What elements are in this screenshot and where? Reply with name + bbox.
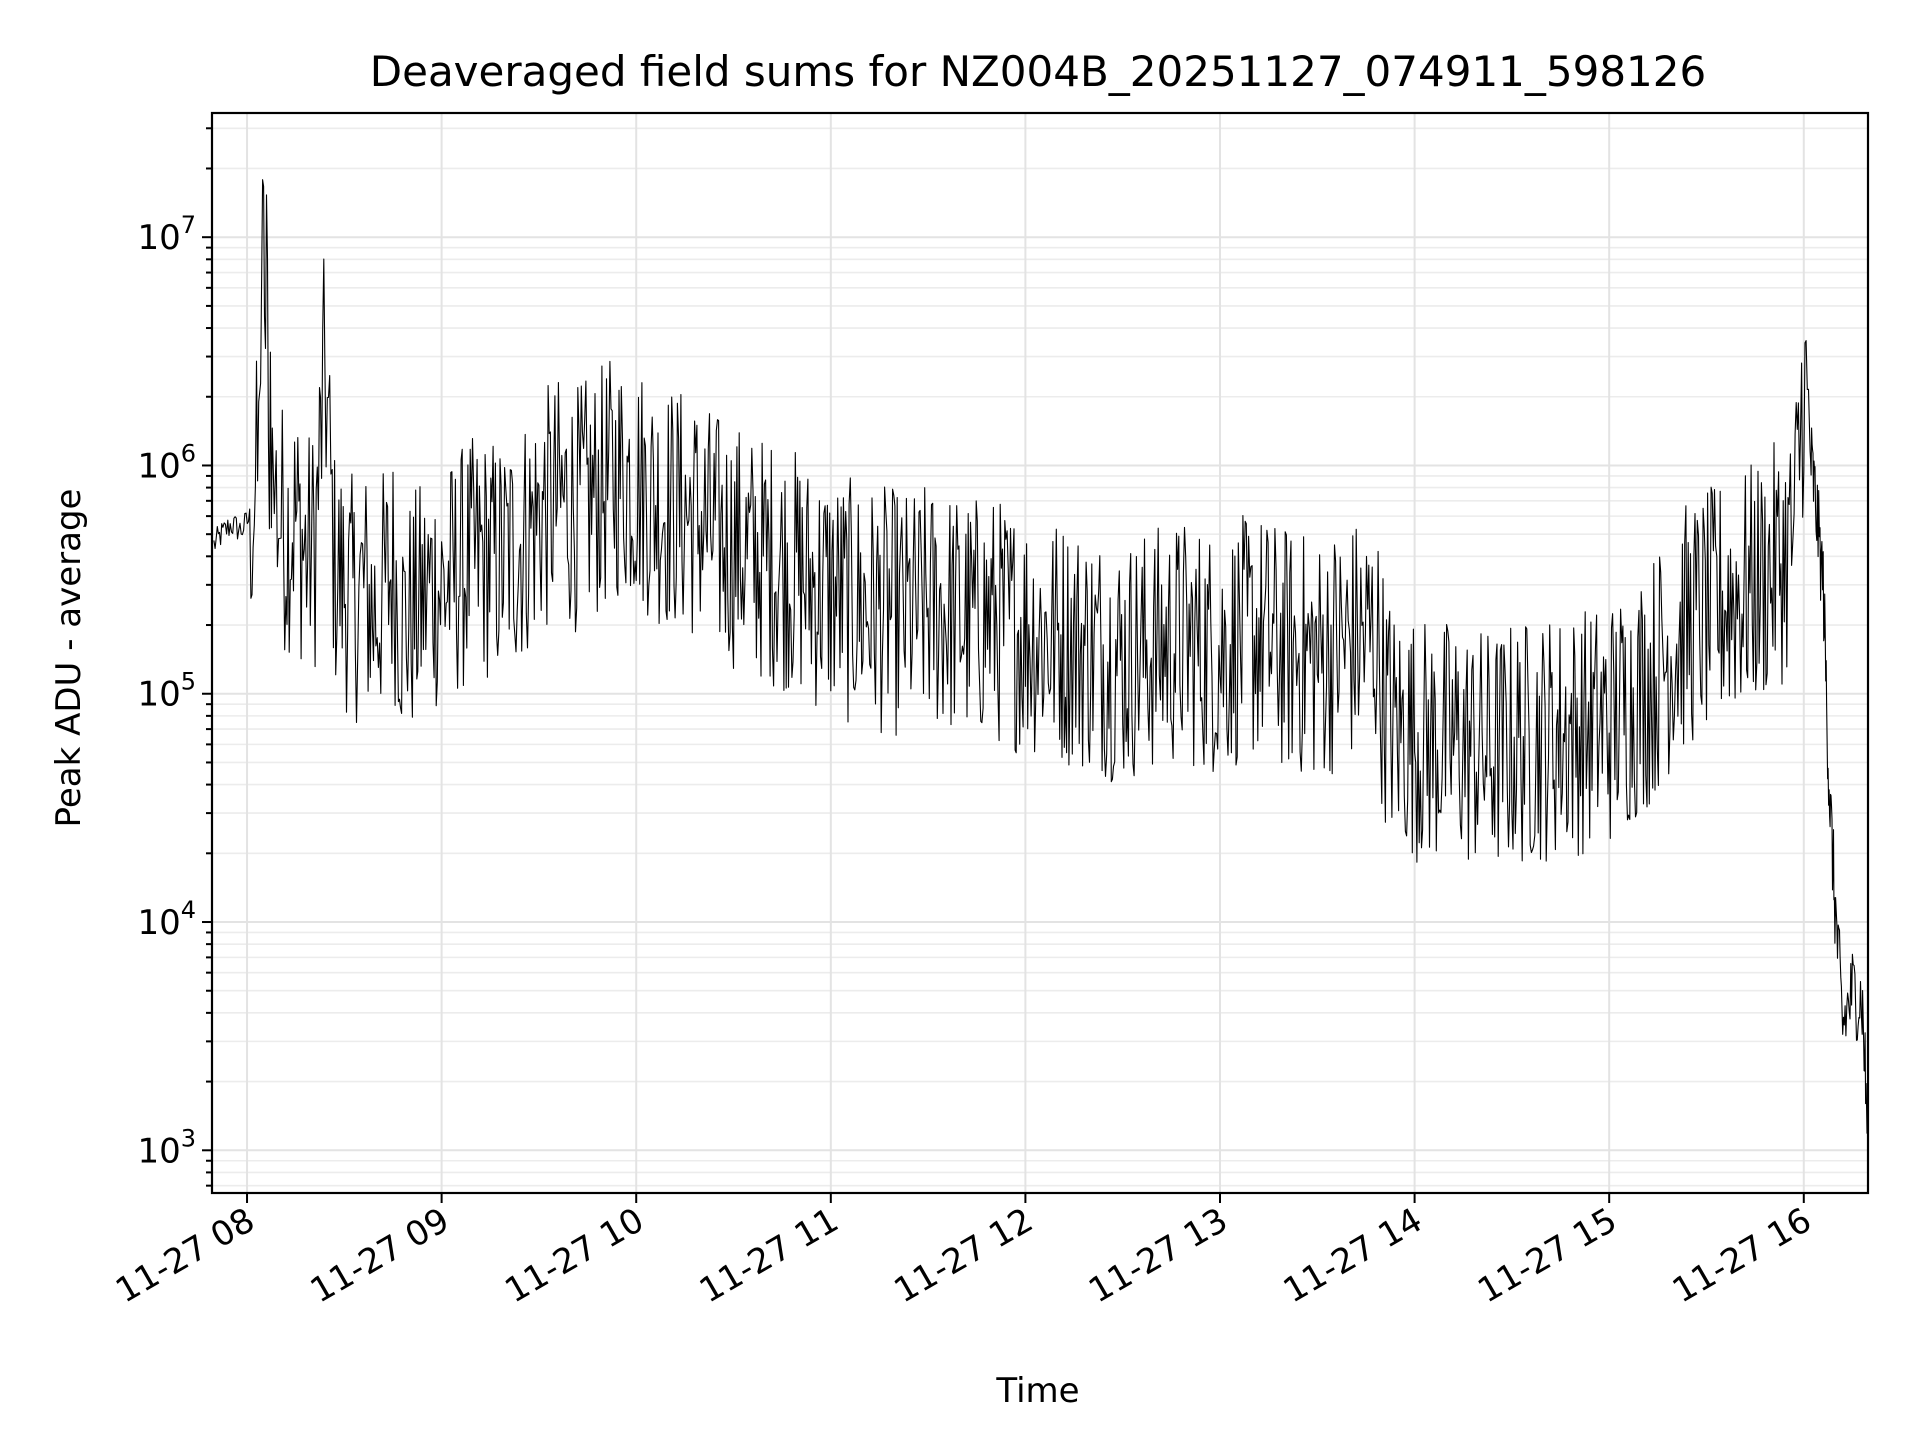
- y-tick-label: 104: [137, 896, 196, 943]
- y-tick-label: 107: [137, 211, 196, 258]
- y-tick-label: 103: [137, 1124, 196, 1171]
- y-tick-label: 106: [137, 439, 196, 486]
- y-axis-title: Peak ADU - average: [49, 489, 89, 828]
- series-line: [213, 179, 1869, 1141]
- series-layer: [213, 179, 1869, 1141]
- grid: [212, 113, 1868, 1193]
- x-axis-title: Time: [995, 1371, 1079, 1411]
- plot-frame: [210, 111, 1870, 1195]
- y-tick-label: 105: [137, 668, 196, 715]
- chart-title: Deaveraged field sums for NZ004B_2025112…: [370, 47, 1706, 96]
